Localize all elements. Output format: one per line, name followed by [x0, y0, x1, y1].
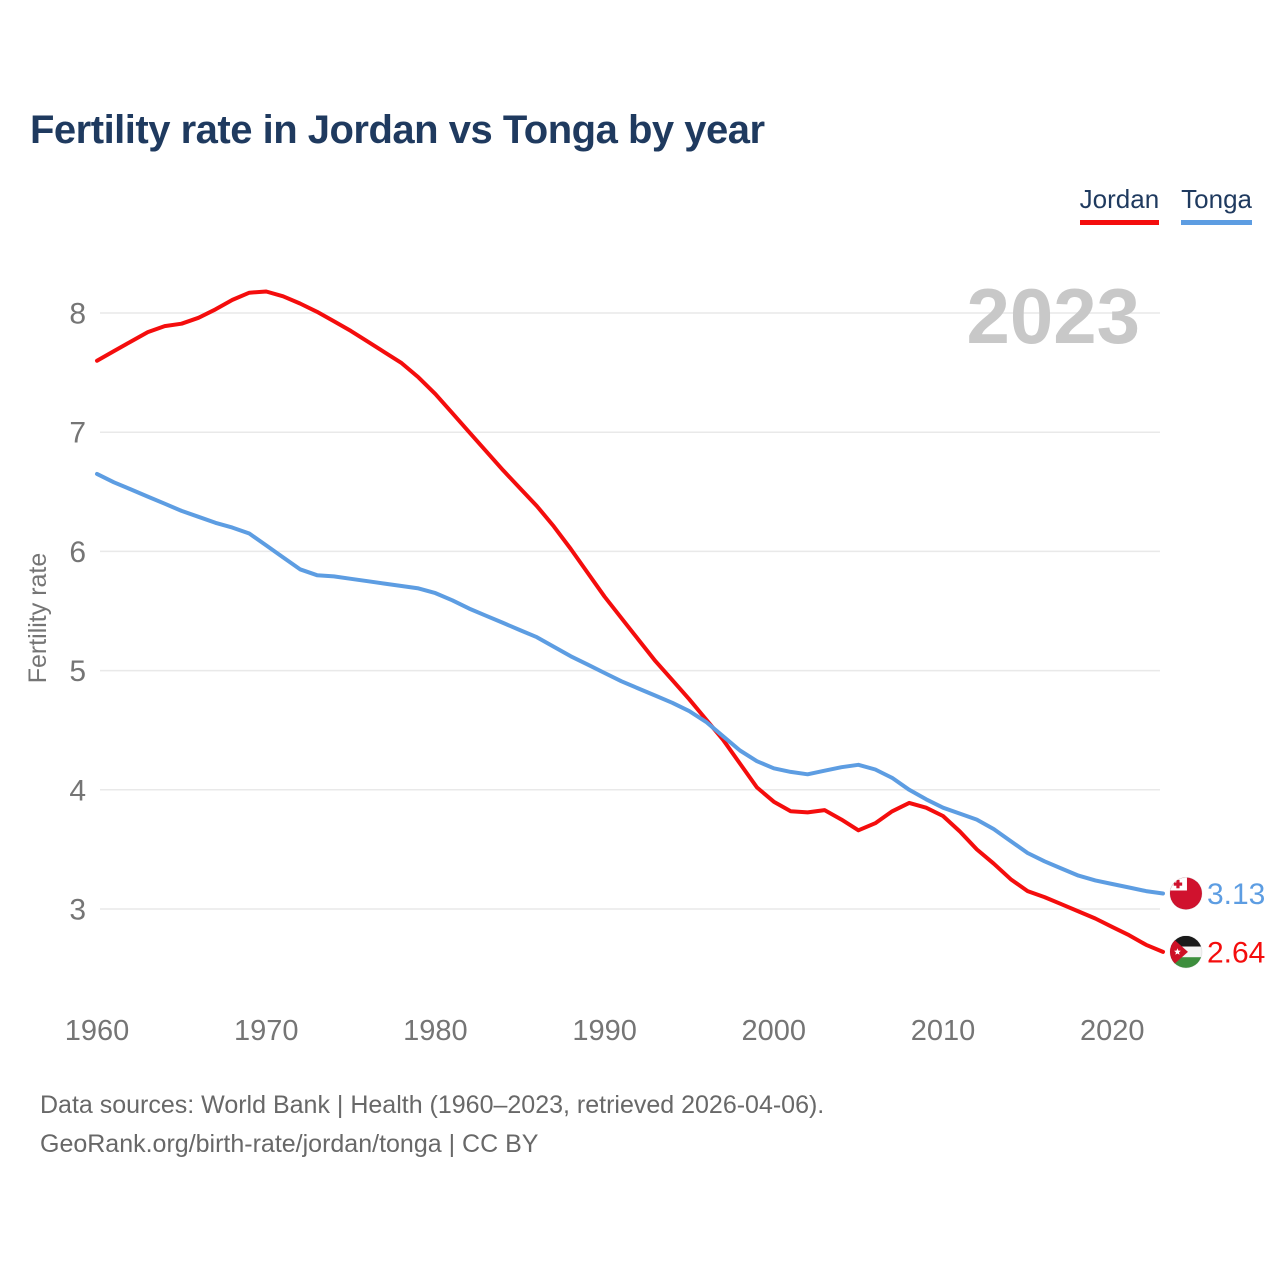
y-axis-title: Fertility rate [24, 553, 52, 684]
y-tick-label: 6 [69, 536, 86, 569]
data-source-footer: Data sources: World Bank | Health (1960–… [40, 1086, 824, 1164]
y-axis-tick-labels: 3 4 5 6 7 8 [69, 298, 86, 927]
x-axis-tick-labels: 1960 1970 1980 1990 2000 2010 2020 [65, 1015, 1145, 1047]
x-tick-label: 1990 [572, 1015, 637, 1047]
legend-item-jordan[interactable]: Jordan [1079, 184, 1160, 225]
tonga-flag-icon [1169, 877, 1203, 910]
y-tick-label: 3 [69, 894, 86, 927]
fertility-chart: 2023 3 4 5 6 7 8 1960 1970 1980 1990 2000 2010 2020… [0, 240, 1280, 1060]
y-tick-label: 8 [69, 298, 86, 331]
x-tick-label: 2020 [1080, 1015, 1145, 1047]
legend: Jordan Tonga [1079, 184, 1252, 225]
jordan-end-value-label: 2.64 [1207, 936, 1265, 969]
jordan-flag-icon [1169, 935, 1203, 969]
jordan-line[interactable] [95, 289, 1165, 954]
series-lines [95, 289, 1165, 954]
x-tick-label: 1970 [234, 1015, 299, 1047]
y-tick-label: 5 [69, 655, 86, 688]
tonga-line[interactable] [95, 471, 1165, 896]
y-tick-label: 4 [69, 774, 86, 807]
watermark-year: 2023 [966, 272, 1140, 360]
x-tick-label: 2010 [911, 1015, 976, 1047]
x-tick-label: 2000 [742, 1015, 807, 1047]
gridlines [100, 312, 1160, 910]
footer-line2: GeoRank.org/birth-rate/jordan/tonga | CC… [40, 1130, 539, 1158]
legend-item-tonga[interactable]: Tonga [1181, 184, 1252, 225]
page-title: Fertility rate in Jordan vs Tonga by yea… [30, 108, 765, 152]
chart-canvas: 2023 3 4 5 6 7 8 1960 1970 1980 1990 2000 2010 2020… [24, 272, 1265, 1047]
x-tick-label: 1980 [403, 1015, 468, 1047]
y-tick-label: 7 [69, 417, 86, 450]
x-tick-label: 1960 [65, 1015, 130, 1047]
footer-line1: Data sources: World Bank | Health (1960–… [40, 1091, 825, 1119]
tonga-end-value-label: 3.13 [1207, 878, 1265, 911]
